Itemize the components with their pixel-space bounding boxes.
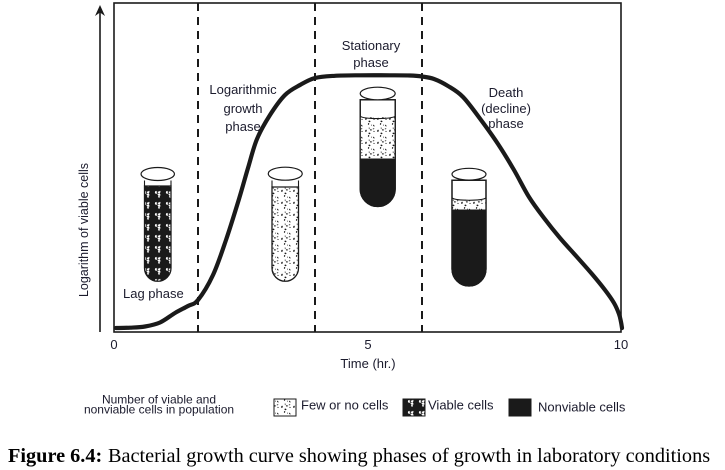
svg-text:phase: phase (488, 116, 523, 131)
svg-text:growth: growth (223, 101, 262, 116)
svg-text:Time (hr.): Time (hr.) (340, 356, 395, 371)
svg-text:Stationary: Stationary (342, 38, 401, 53)
svg-text:phase: phase (225, 119, 260, 134)
svg-text:Death: Death (489, 85, 524, 100)
svg-text:0: 0 (110, 337, 117, 352)
svg-text:Figure 6.4:: Figure 6.4: (8, 445, 102, 467)
svg-text:Logarithmic: Logarithmic (209, 82, 277, 97)
svg-text:Viable cells: Viable cells (428, 398, 494, 413)
svg-text:phase: phase (353, 55, 388, 70)
svg-text:Few or no cells: Few or no cells (301, 398, 389, 413)
svg-text:Nonviable cells: Nonviable cells (538, 400, 626, 415)
svg-text:10: 10 (614, 337, 628, 352)
svg-text:Bacterial growth curve showing: Bacterial growth curve showing phases of… (108, 445, 710, 467)
svg-text:Lag phase: Lag phase (123, 286, 184, 301)
svg-text:5: 5 (364, 337, 371, 352)
svg-text:(decline): (decline) (481, 101, 531, 116)
svg-text:nonviable cells in population: nonviable cells in population (84, 403, 234, 417)
svg-text:Logarithm of viable cells: Logarithm of viable cells (77, 163, 91, 297)
